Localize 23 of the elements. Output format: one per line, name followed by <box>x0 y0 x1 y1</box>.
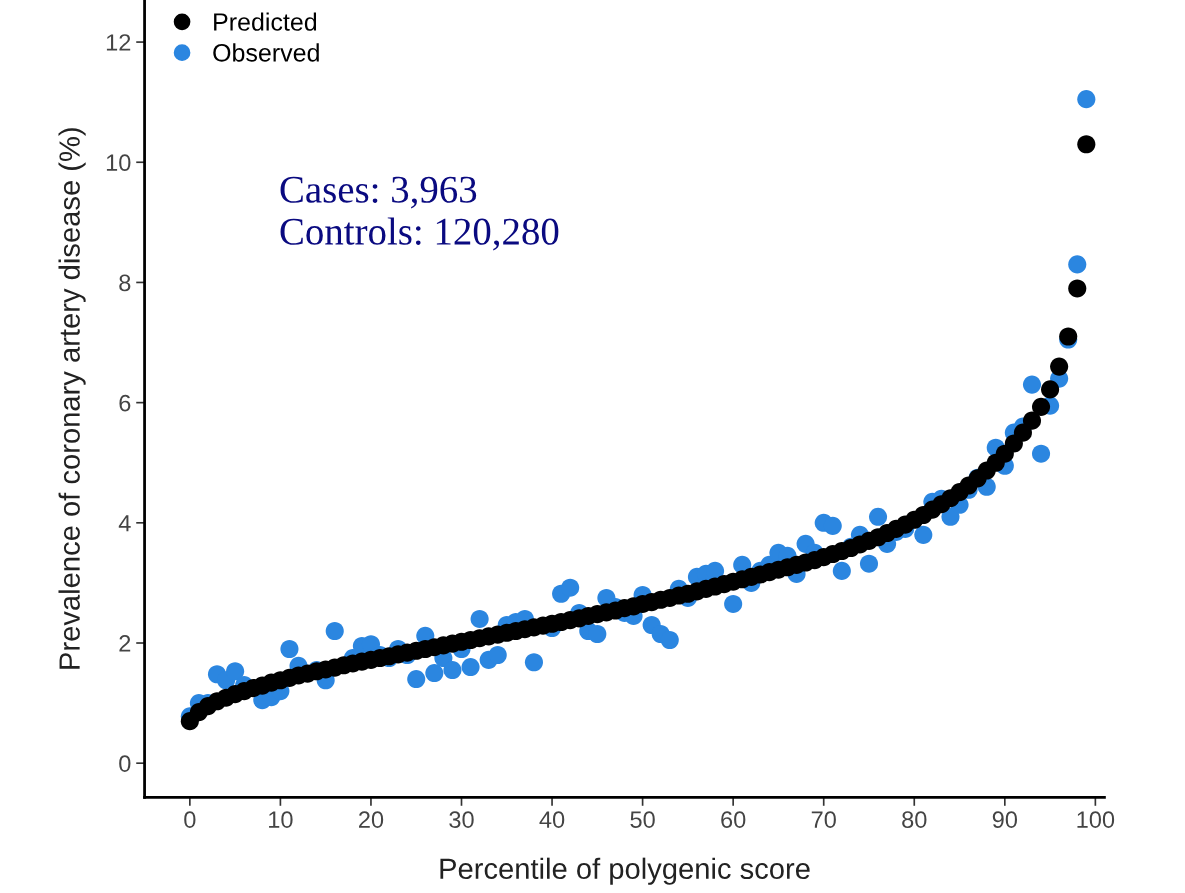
annotation: Cases: 3,963 Controls: 120,280 <box>280 176 559 251</box>
y-tick-label: 6 <box>119 394 131 412</box>
y-tick-label: 8 <box>119 274 131 292</box>
y-tick-label: 12 <box>106 34 131 51</box>
x-tick-label: 90 <box>992 811 1018 828</box>
x-tick-label: 70 <box>811 811 836 828</box>
y-tick-label: 0 <box>119 755 131 772</box>
x-tick-label: 20 <box>359 811 384 828</box>
legend-label: Predicted <box>214 12 317 31</box>
legend-label: Observed <box>213 43 319 62</box>
x-tick-label: 60 <box>721 811 746 828</box>
y-tick-label: 4 <box>118 515 131 532</box>
x-tick-label: 80 <box>902 811 927 828</box>
x-tick-label: 10 <box>269 811 293 828</box>
y-tick-label: 2 <box>119 635 131 652</box>
y-axis-title: Prevalence of coronary artery disease (%) <box>58 128 86 669</box>
y-tick-label: 10 <box>106 154 131 172</box>
x-tick-label: 30 <box>449 811 474 828</box>
x-axis-title: Percentile of polygenic score <box>440 857 810 885</box>
x-tick-label: 50 <box>630 811 655 828</box>
x-tick-label: 0 <box>184 811 196 828</box>
x-tick-label: 40 <box>539 811 565 828</box>
x-tick-label: 100 <box>1077 811 1115 828</box>
